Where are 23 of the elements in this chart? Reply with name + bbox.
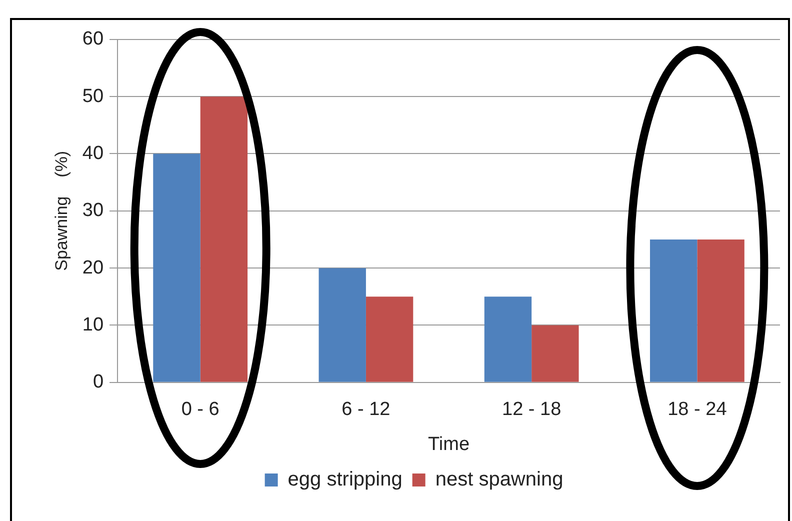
x-axis-title: Time	[428, 434, 470, 455]
legend-label: egg stripping	[288, 468, 402, 491]
bar	[153, 154, 200, 382]
y-tick-label: 10	[82, 314, 104, 336]
y-tick-label: 30	[82, 200, 104, 222]
y-tick-label: 60	[82, 28, 104, 50]
bar	[200, 96, 248, 382]
x-tick-label: 12 - 18	[502, 399, 562, 420]
y-tick-label: 20	[82, 257, 104, 278]
y-tick-label: 50	[82, 86, 104, 107]
y-tick-label: 40	[82, 142, 104, 164]
bar	[366, 296, 414, 382]
y-axis-title: Spawning (%)	[52, 150, 71, 271]
legend-label: nest spawning	[435, 468, 564, 491]
bar	[650, 239, 698, 382]
x-tick-label: 6 - 12	[342, 399, 390, 420]
y-tick-label: 0	[92, 372, 104, 393]
bar	[532, 325, 579, 382]
x-tick-label: 0 - 6	[181, 399, 220, 420]
bar	[484, 296, 532, 382]
x-tick-label: 18 - 24	[668, 399, 728, 420]
bar	[697, 239, 744, 382]
bar	[318, 268, 366, 382]
